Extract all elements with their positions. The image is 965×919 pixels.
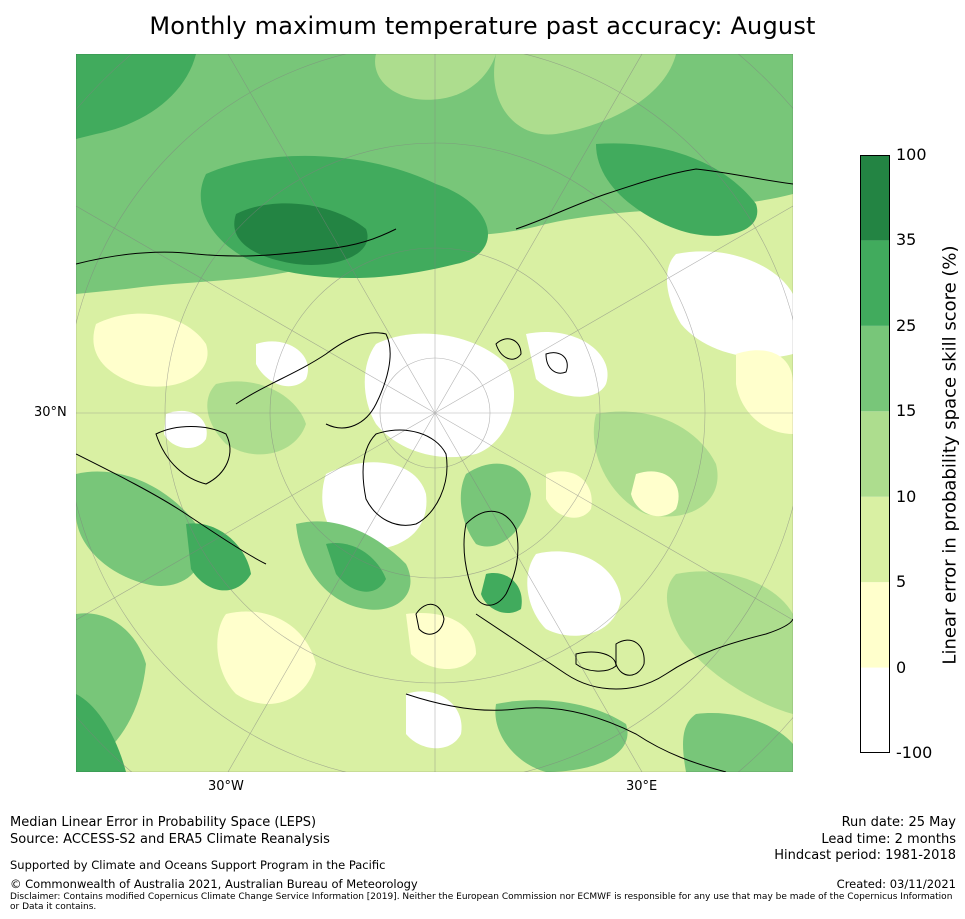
patch-na-white-2 [256,341,308,387]
coast-island-2 [545,352,568,374]
patch-bottom-right-dark [683,713,793,772]
coastlines [76,168,793,772]
patch-na-dark [186,523,251,591]
coast-caspian [615,639,645,676]
polar-skill-map [76,54,793,772]
patch-yellow-2 [406,613,476,669]
coast-scandinavia [463,510,519,606]
patch-pacific-darkest [234,203,368,265]
patch-na-light-1 [93,313,208,387]
patch-scandi-dark [460,463,531,547]
colorbar-bin [860,582,890,668]
colorbar-bin [860,325,890,412]
coast-alaska-siberia [76,228,397,265]
colorbar-bin [860,496,890,583]
patch-na-light-2 [207,381,306,455]
patch-arctic-white-2 [526,332,608,397]
footer-supported: Supported by Climate and Oceans Support … [10,858,386,872]
patch-eurasia-white-2 [527,551,621,636]
colorbar-bin [860,411,890,497]
colorbar-bin [860,240,890,326]
footer-disclaimer: Disclaimer: Contains modified Copernicus… [10,892,953,912]
footer-copyright: © Commonwealth of Australia 2021, Austra… [10,877,418,891]
colorbar-label: Linear error in probability space skill … [939,245,961,665]
colorbar-tick-label: 0 [896,657,907,677]
map-title: Monthly maximum temperature past accurac… [149,12,816,40]
lon-label-30e: 30°E [626,779,658,794]
coast-arctic-canada [235,332,391,429]
patch-scandi-darker [481,573,522,614]
patch-na-white-1 [164,410,207,449]
footer-created: Created: 03/11/2021 [836,877,956,891]
coast-hudson [155,426,231,485]
footer-lead-time: Lead time: 2 months [821,832,956,847]
skill-patches [76,54,793,772]
colorbar-tick-label: 25 [896,315,917,335]
patch-eurasia-white-1 [666,251,793,358]
footer-leps: Median Linear Error in Probability Space… [10,815,317,830]
footer-source: Source: ACCESS-S2 and ERA5 Climate Reana… [10,832,330,847]
coast-greenland [362,429,448,526]
patch-yellow-3 [631,471,679,517]
patch-atlantic-dark [326,543,386,592]
patch-na-green [76,471,203,586]
coast-na-east [76,453,267,565]
coast-uk [415,604,445,635]
coast-europe [475,613,793,690]
coast-med [405,693,727,772]
coast-siberia [515,168,793,230]
colorbar-tick-label: 5 [896,572,907,592]
colorbar-bin [860,667,890,753]
patch-top-left [76,54,196,139]
patch-top-center-light [375,54,496,100]
footer-hindcast: Hindcast period: 1981-2018 [774,848,956,863]
colorbar-tick-label: 15 [896,401,917,421]
patch-eurasia-green [593,411,718,517]
patch-eurasia-green-2 [666,571,793,714]
patch-med-green [495,700,628,772]
colorbar [860,155,890,753]
colorbar-tick-label: 10 [896,486,917,506]
footer-run-date: Run date: 25 May [841,815,956,830]
patch-na-bottom-dark [76,694,126,772]
lon-label-30w: 30°W [208,779,244,794]
colorbar-bin [860,155,890,241]
lat-label-30n: 30°N [34,405,67,420]
patch-na-light-3 [217,611,316,704]
coast-blacksea [575,651,617,672]
patch-arctic-white [364,333,515,458]
colorbar-tick-label: -100 [896,743,933,762]
graticule [76,54,793,772]
patch-yellow-1 [546,471,592,518]
patch-pacific-right-dark [596,143,758,236]
coast-island-1 [495,338,522,360]
colorbar-tick-label: 35 [896,230,917,250]
colorbar-tick-label: 100 [896,145,927,164]
